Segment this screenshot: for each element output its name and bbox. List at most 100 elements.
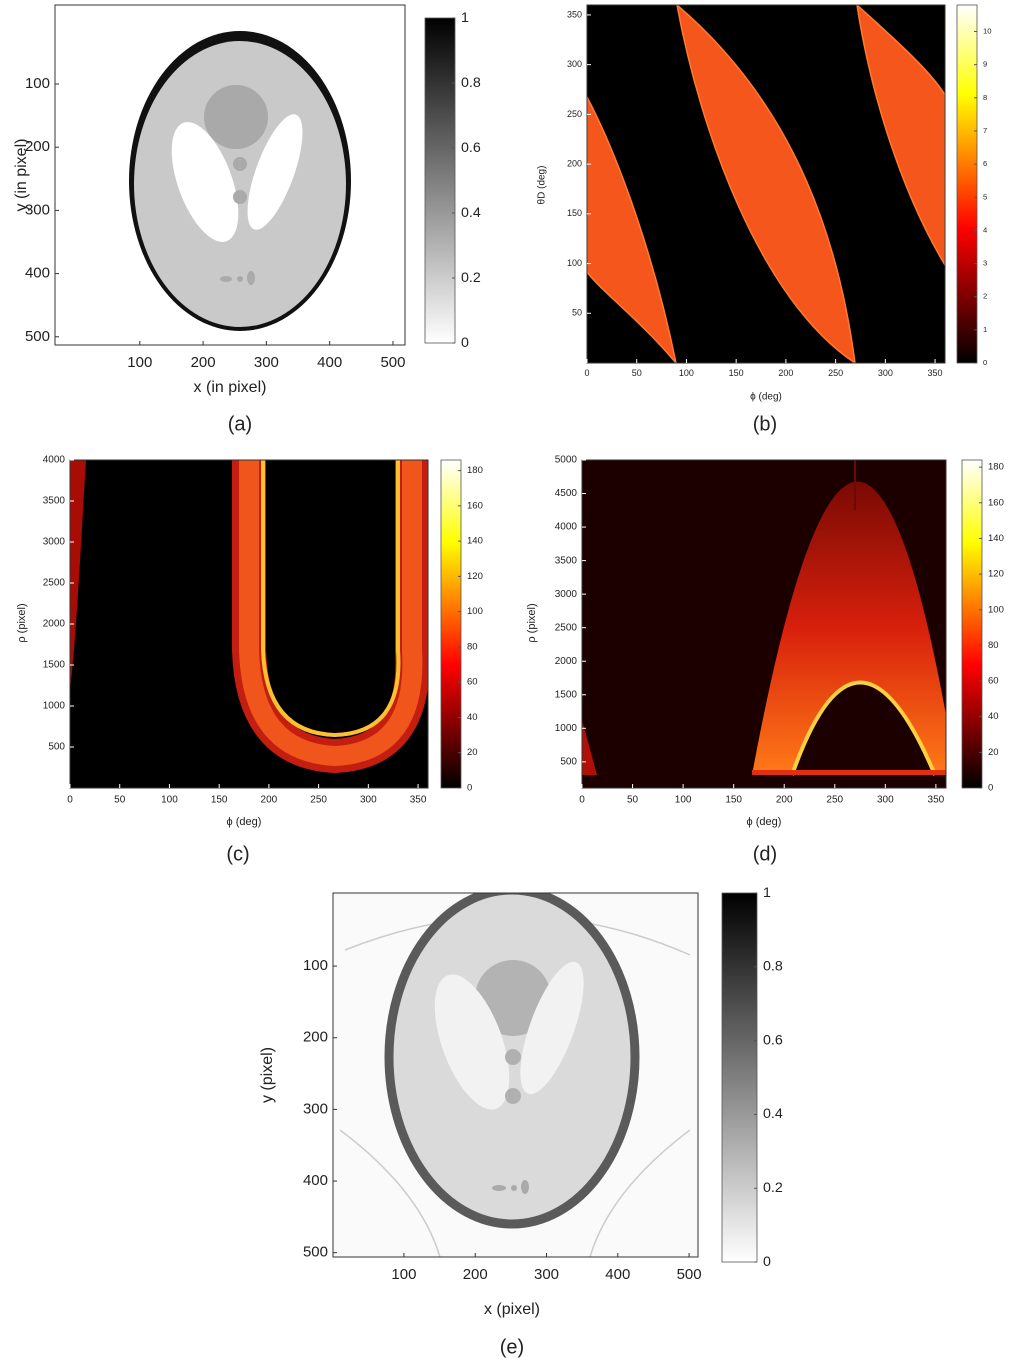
figure: 100200300400500100200300400500x (in pixe… [0,0,1015,1364]
x-tick-label: 250 [828,368,843,378]
y-tick-label: 100 [25,75,50,92]
y-tick-label: 3500 [43,496,66,507]
colorbar-tick-label: 0.8 [461,75,481,91]
phantom-dot [233,190,247,204]
x-axis-label: ϕ (deg) [747,816,782,828]
panel-caption: (c) [226,843,249,865]
colorbar-tick-label: 180 [988,462,1004,473]
colorbar [957,5,977,363]
y-tick-label: 2000 [555,656,578,667]
image [55,5,405,345]
colorbar-tick-label: 80 [467,641,478,652]
x-tick-label: 50 [627,795,639,806]
colorbar-tick-label: 0.6 [461,140,481,156]
x-tick-label: 100 [161,795,178,806]
colorbar [722,893,757,1262]
x-tick-label: 500 [677,1266,702,1283]
base-band [752,770,946,775]
colorbar-tick-label: 0.2 [763,1180,783,1196]
y-tick-label: 200 [303,1029,328,1046]
phantom-dot [511,1185,517,1191]
x-tick-label: 400 [605,1266,630,1283]
colorbar-tick-label: 10 [983,27,992,36]
colorbar-tick-label: 5 [983,192,987,201]
y-tick-label: 500 [560,756,577,767]
image [582,460,946,788]
colorbar-tick-label: 40 [467,712,478,723]
y-tick-label: 400 [25,265,50,282]
phantom-dot [521,1180,529,1194]
colorbar-tick-label: 160 [988,497,1004,508]
y-tick-label: 150 [567,208,582,218]
colorbar-tick-label: 0.8 [763,959,783,975]
colorbar-tick-label: 0 [983,358,987,367]
y-tick-label: 250 [567,109,582,119]
x-tick-label: 400 [317,354,342,371]
x-tick-label: 150 [725,795,742,806]
y-tick-label: 350 [567,9,582,19]
colorbar-tick-label: 60 [988,676,999,687]
y-tick-label: 2500 [555,622,578,633]
colorbar-tick-label: 0 [467,783,472,794]
x-tick-label: 150 [729,368,744,378]
colorbar-tick-label: 0 [763,1254,771,1270]
x-axis-label: ϕ (deg) [227,816,262,828]
x-tick-label: 200 [463,1266,488,1283]
colorbar-tick-label: 180 [467,465,483,476]
y-tick-label: 1500 [555,689,578,700]
phantom-brain [134,41,346,327]
colorbar-tick-label: 160 [467,500,483,511]
panel-caption: (a) [228,413,252,435]
x-tick-label: 300 [877,795,894,806]
x-tick-label: 200 [261,795,278,806]
x-axis-label: ϕ (deg) [750,392,782,403]
x-tick-label: 200 [191,354,216,371]
phantom-dot [505,1088,521,1104]
y-tick-label: 4000 [43,455,66,466]
colorbar-tick-label: 3 [983,259,987,268]
colorbar-tick-label: 20 [467,747,478,758]
y-tick-label: 300 [567,59,582,69]
y-tick-label: 200 [567,158,582,168]
x-axis-label: x (pixel) [484,1301,540,1318]
y-tick-label: 500 [25,328,50,345]
colorbar-tick-label: 0 [988,783,993,794]
colorbar-tick-label: 80 [988,640,999,651]
colorbar-tick-label: 120 [988,569,1004,580]
x-tick-label: 250 [310,795,327,806]
panel-caption: (d) [753,843,777,865]
colorbar [962,460,982,788]
y-tick-label: 300 [303,1100,328,1117]
colorbar-tick-label: 140 [467,536,483,547]
y-tick-label: 50 [572,308,582,318]
y-tick-label: 4000 [555,522,578,533]
y-axis-label: y (in pixel) [13,139,30,212]
colorbar-tick-label: 4 [983,225,988,234]
phantom-dot [237,276,243,282]
x-tick-label: 300 [360,795,377,806]
y-tick-label: 1500 [43,660,66,671]
y-tick-label: 100 [567,258,582,268]
colorbar-tick-label: 8 [983,93,987,102]
x-tick-label: 50 [632,368,642,378]
colorbar-tick-label: 9 [983,60,987,69]
panel-caption: (e) [500,1336,524,1358]
image [587,5,945,363]
panel-caption: (b) [753,413,777,435]
x-tick-label: 350 [410,795,427,806]
colorbar-tick-label: 140 [988,533,1004,544]
x-axis-label: x (in pixel) [194,379,267,396]
x-tick-label: 0 [67,795,73,806]
x-tick-label: 0 [579,795,585,806]
phantom-dot [233,157,247,171]
colorbar-tick-label: 1 [763,885,771,901]
phantom-dot [505,1049,521,1065]
image [333,890,698,1257]
y-axis-label: ρ (pixel) [526,603,538,642]
colorbar-tick-label: 1 [983,325,987,334]
phantom-blob [204,85,268,149]
x-tick-label: 100 [127,354,152,371]
phantom-dot [247,271,255,285]
colorbar-tick-label: 100 [467,606,483,617]
colorbar-tick-label: 1 [461,10,469,26]
